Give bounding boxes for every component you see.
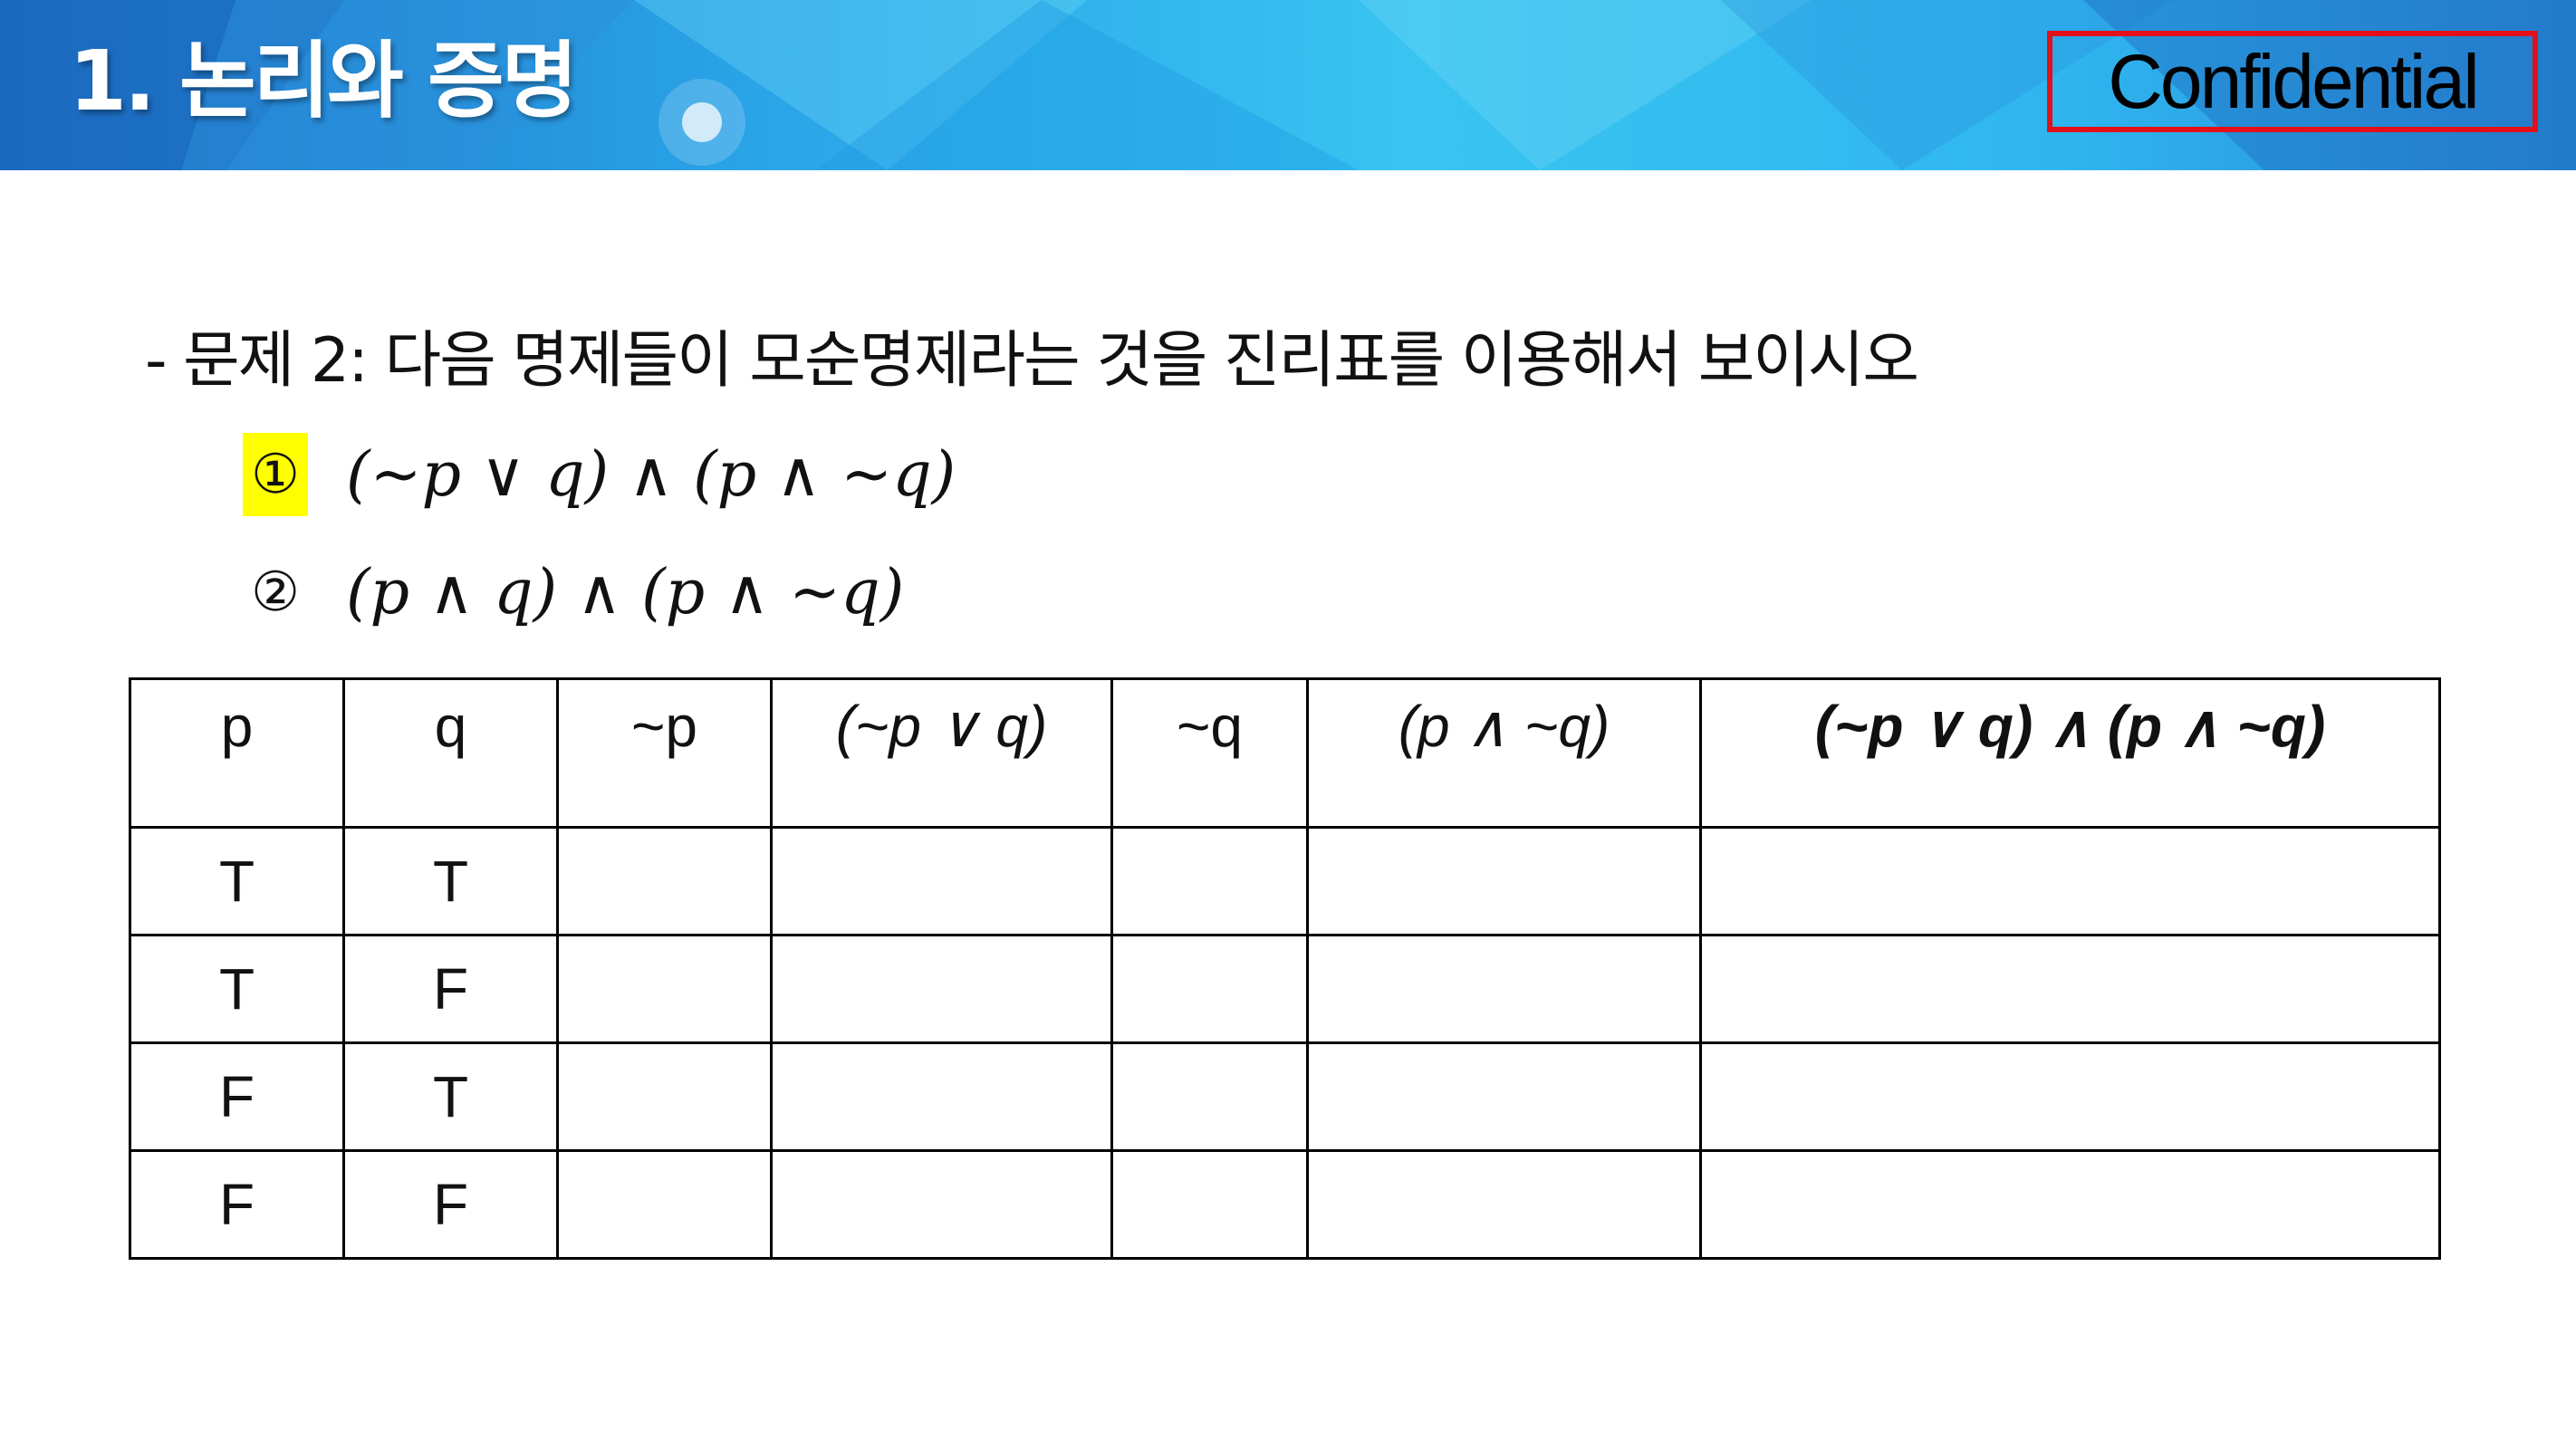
cell: F [129, 1041, 345, 1152]
table-row: F F [129, 1149, 2441, 1260]
table-row: T F [129, 934, 2441, 1044]
cell: F [342, 934, 559, 1044]
item-expression-2: (p ∧ q) ∧ (p ∧ ~q) [346, 556, 905, 629]
header-not-p: ~p [556, 677, 773, 829]
cell[interactable] [770, 826, 1113, 936]
cell[interactable] [1699, 1041, 2441, 1152]
cell[interactable] [1699, 826, 2441, 936]
cell: T [342, 826, 559, 936]
header-p: p [129, 677, 345, 829]
cell: T [342, 1041, 559, 1152]
truth-table: p q ~p (~p ∨ q) ~q (p ∧ ~q) (~p ∨ q) ∧ (… [129, 677, 2441, 1260]
cell[interactable] [1306, 1041, 1702, 1152]
cell[interactable] [1110, 826, 1309, 936]
cell[interactable] [556, 1041, 773, 1152]
cell[interactable] [556, 1149, 773, 1260]
cell[interactable] [1699, 934, 2441, 1044]
cell[interactable] [1306, 934, 1702, 1044]
item-expression-1: (~p ∨ q) ∧ (p ∧ ~q) [346, 438, 956, 511]
slide-title: 1. 논리와 증명 [69, 33, 578, 130]
header-p-and-not-q: (p ∧ ~q) [1306, 677, 1702, 829]
table-row: F T [129, 1041, 2441, 1152]
header-q: q [342, 677, 559, 829]
item-number-2: ② [251, 561, 300, 624]
cell[interactable] [770, 934, 1113, 1044]
proposition-item-2: ② (p ∧ q) ∧ (p ∧ ~q) [243, 551, 904, 634]
cell[interactable] [556, 934, 773, 1044]
header-full-expression: (~p ∨ q) ∧ (p ∧ ~q) [1699, 677, 2441, 829]
header-not-q: ~q [1110, 677, 1309, 829]
banner-background-shapes [0, 0, 2576, 170]
problem-statement: - 문제 2: 다음 명제들이 모순명제라는 것을 진리표를 이용해서 보이시오 [145, 325, 1919, 397]
proposition-item-1: ① (~p ∨ q) ∧ (p ∧ ~q) [243, 433, 956, 516]
table-row: T T [129, 826, 2441, 936]
header-not-p-or-q: (~p ∨ q) [770, 677, 1113, 829]
header-banner: 1. 논리와 증명 Confidential [0, 0, 2576, 170]
cell[interactable] [1110, 1149, 1309, 1260]
cell[interactable] [1306, 1149, 1702, 1260]
cell: T [129, 826, 345, 936]
cell[interactable] [770, 1149, 1113, 1260]
item-number-1: ① [243, 433, 308, 516]
cell: T [129, 934, 345, 1044]
cell: F [342, 1149, 559, 1260]
cell[interactable] [1110, 1041, 1309, 1152]
cell[interactable] [1306, 826, 1702, 936]
cell[interactable] [1699, 1149, 2441, 1260]
cell: F [129, 1149, 345, 1260]
cell[interactable] [770, 1041, 1113, 1152]
confidential-label: Confidential [2047, 31, 2538, 132]
cell[interactable] [1110, 934, 1309, 1044]
truth-table-header-row: p q ~p (~p ∨ q) ~q (p ∧ ~q) (~p ∨ q) ∧ (… [129, 677, 2441, 829]
cell[interactable] [556, 826, 773, 936]
